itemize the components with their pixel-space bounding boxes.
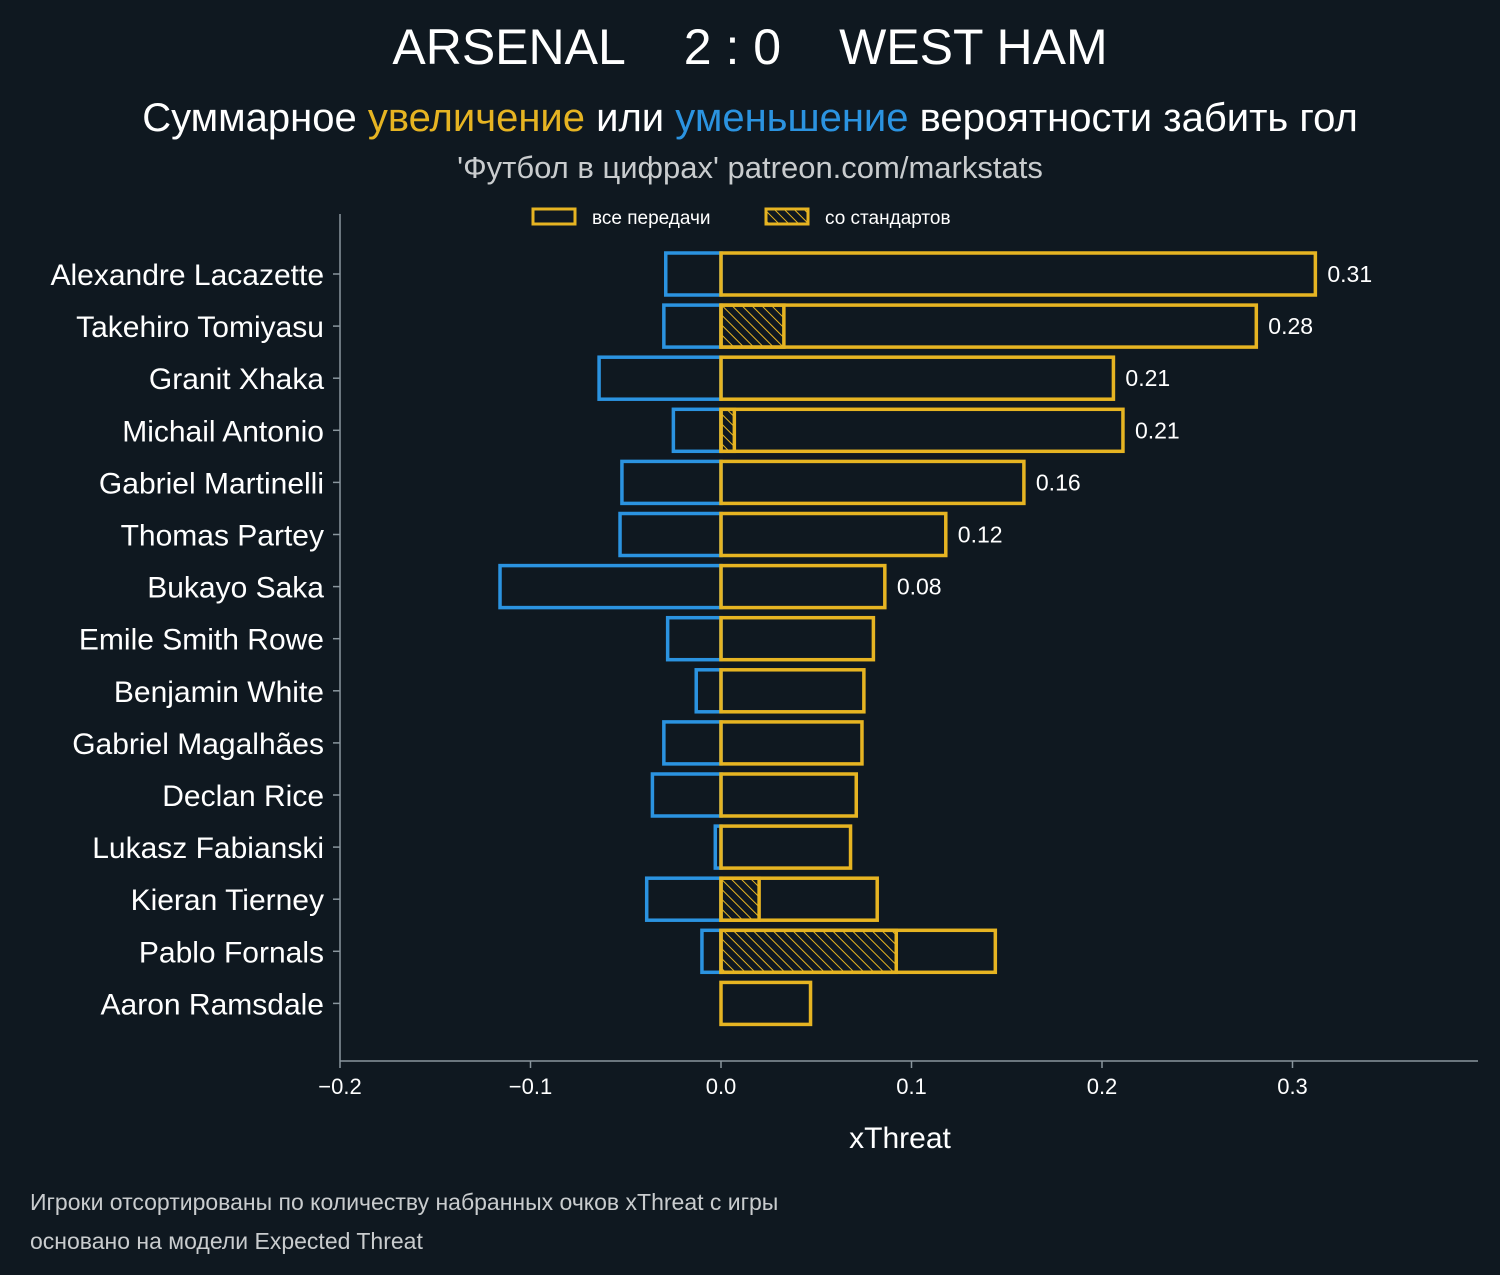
player-name: Lukasz Fabianski	[92, 832, 324, 865]
value-label: 0.31	[1327, 261, 1372, 287]
increase-bar	[719, 303, 1259, 349]
decrease-word: уменьшение	[675, 96, 908, 140]
increase-bar	[719, 824, 853, 870]
player-name: Thomas Partey	[121, 520, 324, 553]
increase-bar	[719, 980, 813, 1027]
decrease-bar	[597, 355, 723, 401]
player-name: Gabriel Martinelli	[99, 467, 324, 500]
chart-subtitle: Суммарное увеличение или уменьшение веро…	[142, 96, 1358, 140]
decrease-bar	[662, 720, 723, 766]
player-name: Pablo Fornals	[139, 936, 324, 969]
set-piece-bar	[719, 407, 737, 454]
decrease-bar	[644, 876, 723, 922]
increase-bar	[719, 615, 876, 662]
x-tick-label: −0.2	[318, 1074, 361, 1099]
player-name: Alexandre Lacazette	[50, 259, 324, 292]
increase-bar	[719, 563, 887, 610]
footnote-line-2: основано на модели Expected Threat	[30, 1228, 423, 1254]
x-tick-label: 0.3	[1277, 1074, 1308, 1099]
chart-title: ARSENAL 2 : 0 WEST HAM	[392, 19, 1107, 75]
footnote-line-1: Игроки отсортированы по количеству набра…	[30, 1189, 778, 1215]
increase-bar	[719, 511, 948, 558]
value-label: 0.08	[897, 574, 942, 600]
legend-swatch-set-pieces	[764, 207, 810, 226]
legend-label-set-pieces: со стандартов	[825, 208, 951, 229]
player-name: Aaron Ramsdale	[101, 988, 324, 1021]
increase-bar	[719, 928, 998, 975]
increase-bar	[719, 876, 879, 922]
bars: 0.31 0.28 0.21 0.21 0.16 0.12 0.08	[498, 251, 1372, 1027]
value-label: 0.21	[1135, 417, 1180, 443]
increase-bar	[719, 459, 1026, 506]
decrease-bar	[650, 772, 723, 818]
player-name: Benjamin White	[114, 676, 324, 709]
decrease-bar	[665, 615, 723, 662]
set-piece-bar	[719, 928, 899, 975]
value-label: 0.16	[1036, 469, 1081, 495]
player-name: Bukayo Saka	[147, 572, 324, 605]
set-piece-bar	[719, 303, 786, 349]
player-name: Granit Xhaka	[149, 363, 324, 396]
decrease-bar	[671, 407, 723, 454]
increase-bar	[719, 251, 1318, 297]
legend-swatch-all-passes	[531, 207, 577, 226]
player-name: Michail Antonio	[122, 415, 324, 448]
decrease-bar	[700, 928, 723, 975]
set-piece-bar	[719, 876, 761, 922]
decrease-bar	[498, 563, 723, 610]
increase-bar	[719, 668, 866, 714]
value-label: 0.12	[958, 522, 1003, 548]
home-team: ARSENAL	[392, 19, 625, 75]
player-name: Kieran Tierney	[131, 884, 324, 917]
decrease-bar	[662, 303, 723, 349]
legend-label-all-passes: все передачи	[592, 208, 711, 229]
player-name: Declan Rice	[162, 780, 324, 813]
player-name: Emile Smith Rowe	[79, 624, 324, 657]
decrease-bar	[664, 251, 723, 297]
decrease-bar	[694, 668, 723, 714]
x-tick-label: 0.0	[706, 1074, 737, 1099]
player-name: Gabriel Magalhães	[72, 728, 324, 761]
away-team: WEST HAM	[839, 19, 1108, 75]
value-label: 0.21	[1125, 365, 1170, 391]
x-tick-label: −0.1	[509, 1074, 552, 1099]
player-labels: Alexandre Lacazette Takehiro Tomiyasu Gran…	[50, 259, 340, 1021]
decrease-bar	[618, 511, 723, 558]
decrease-bar	[620, 459, 723, 506]
increase-bar	[719, 772, 859, 818]
x-axis-label: xThreat	[849, 1122, 951, 1155]
value-label: 0.28	[1268, 313, 1313, 339]
x-tick-label: 0.1	[896, 1074, 927, 1099]
x-ticks: −0.2 −0.1 0.0 0.1 0.2 0.3	[318, 1061, 1308, 1099]
chart-credit: 'Футбол в цифрах' patreon.com/markstats	[457, 150, 1043, 185]
match-score: 2 : 0	[684, 19, 781, 75]
increase-bar	[719, 407, 1125, 454]
increase-word: увеличение	[368, 96, 585, 140]
legend: все передачи со стандартов	[531, 207, 951, 229]
increase-bar	[719, 355, 1116, 401]
increase-bar	[719, 720, 864, 766]
x-tick-label: 0.2	[1087, 1074, 1118, 1099]
player-name: Takehiro Tomiyasu	[76, 311, 324, 344]
